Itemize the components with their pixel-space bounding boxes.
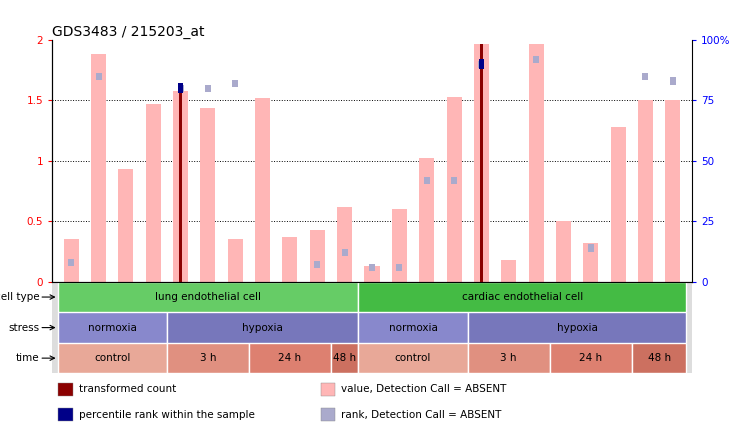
Text: control: control — [395, 353, 432, 363]
Bar — [446, 97, 461, 282]
Bar — [369, 264, 375, 271]
Text: rank, Detection Call = ABSENT: rank, Detection Call = ABSENT — [341, 410, 501, 420]
Bar — [556, 221, 571, 282]
Bar — [423, 177, 430, 184]
Text: 3 h: 3 h — [501, 353, 517, 363]
Bar — [451, 177, 457, 184]
Bar — [232, 80, 238, 87]
Bar — [365, 266, 379, 282]
Bar — [179, 91, 182, 282]
Bar — [638, 100, 653, 282]
Bar — [588, 244, 594, 252]
Bar — [478, 60, 484, 68]
Bar — [167, 312, 359, 343]
Bar — [173, 91, 188, 282]
Bar — [228, 239, 243, 282]
Text: 48 h: 48 h — [647, 353, 670, 363]
Text: hypoxia: hypoxia — [243, 323, 283, 333]
Bar — [550, 343, 632, 373]
Bar — [59, 408, 73, 421]
Bar — [314, 261, 321, 269]
Bar — [533, 56, 539, 63]
Bar — [670, 77, 676, 85]
Text: 24 h: 24 h — [278, 353, 301, 363]
Bar — [392, 209, 407, 282]
Bar — [480, 44, 483, 282]
Bar — [200, 107, 216, 282]
Text: time: time — [16, 353, 39, 363]
Bar — [474, 44, 489, 282]
Text: 24 h: 24 h — [579, 353, 603, 363]
Text: normoxia: normoxia — [388, 323, 437, 333]
Text: control: control — [94, 353, 130, 363]
Text: GDS3483 / 215203_at: GDS3483 / 215203_at — [52, 25, 205, 39]
Bar — [632, 343, 687, 373]
Bar — [57, 312, 167, 343]
Bar — [205, 85, 211, 92]
Text: cardiac endothelial cell: cardiac endothelial cell — [462, 292, 583, 302]
Text: transformed count: transformed count — [79, 385, 176, 394]
Text: cell type: cell type — [0, 292, 39, 302]
Bar — [468, 343, 550, 373]
Bar — [479, 59, 484, 69]
Bar — [95, 73, 102, 80]
Bar — [359, 282, 687, 312]
Text: stress: stress — [8, 323, 39, 333]
Text: 3 h: 3 h — [199, 353, 217, 363]
Bar — [331, 343, 359, 373]
Bar — [321, 408, 335, 421]
Bar — [419, 159, 434, 282]
Bar — [665, 100, 680, 282]
Bar — [283, 237, 298, 282]
Bar — [64, 239, 79, 282]
Text: normoxia: normoxia — [88, 323, 137, 333]
Bar — [321, 383, 335, 396]
Bar — [146, 104, 161, 282]
Bar — [501, 260, 516, 282]
Text: lung endothelial cell: lung endothelial cell — [155, 292, 261, 302]
Text: hypoxia: hypoxia — [557, 323, 597, 333]
Bar — [359, 343, 468, 373]
Text: value, Detection Call = ABSENT: value, Detection Call = ABSENT — [341, 385, 507, 394]
Bar — [68, 259, 74, 266]
Bar — [611, 127, 626, 282]
Bar — [310, 230, 325, 282]
Text: percentile rank within the sample: percentile rank within the sample — [79, 410, 255, 420]
Bar — [118, 169, 133, 282]
Bar — [468, 312, 687, 343]
Bar — [178, 85, 184, 92]
Bar — [178, 83, 183, 93]
Bar — [337, 207, 352, 282]
Bar — [642, 73, 649, 80]
Bar — [91, 55, 106, 282]
Bar — [249, 343, 331, 373]
Bar — [359, 312, 468, 343]
Text: 48 h: 48 h — [333, 353, 356, 363]
Bar — [57, 343, 167, 373]
Bar — [255, 98, 270, 282]
Bar — [59, 383, 73, 396]
Bar — [528, 44, 544, 282]
Bar — [341, 249, 347, 256]
Bar — [397, 264, 403, 271]
Bar — [57, 282, 359, 312]
Bar — [583, 243, 598, 282]
Bar — [167, 343, 249, 373]
